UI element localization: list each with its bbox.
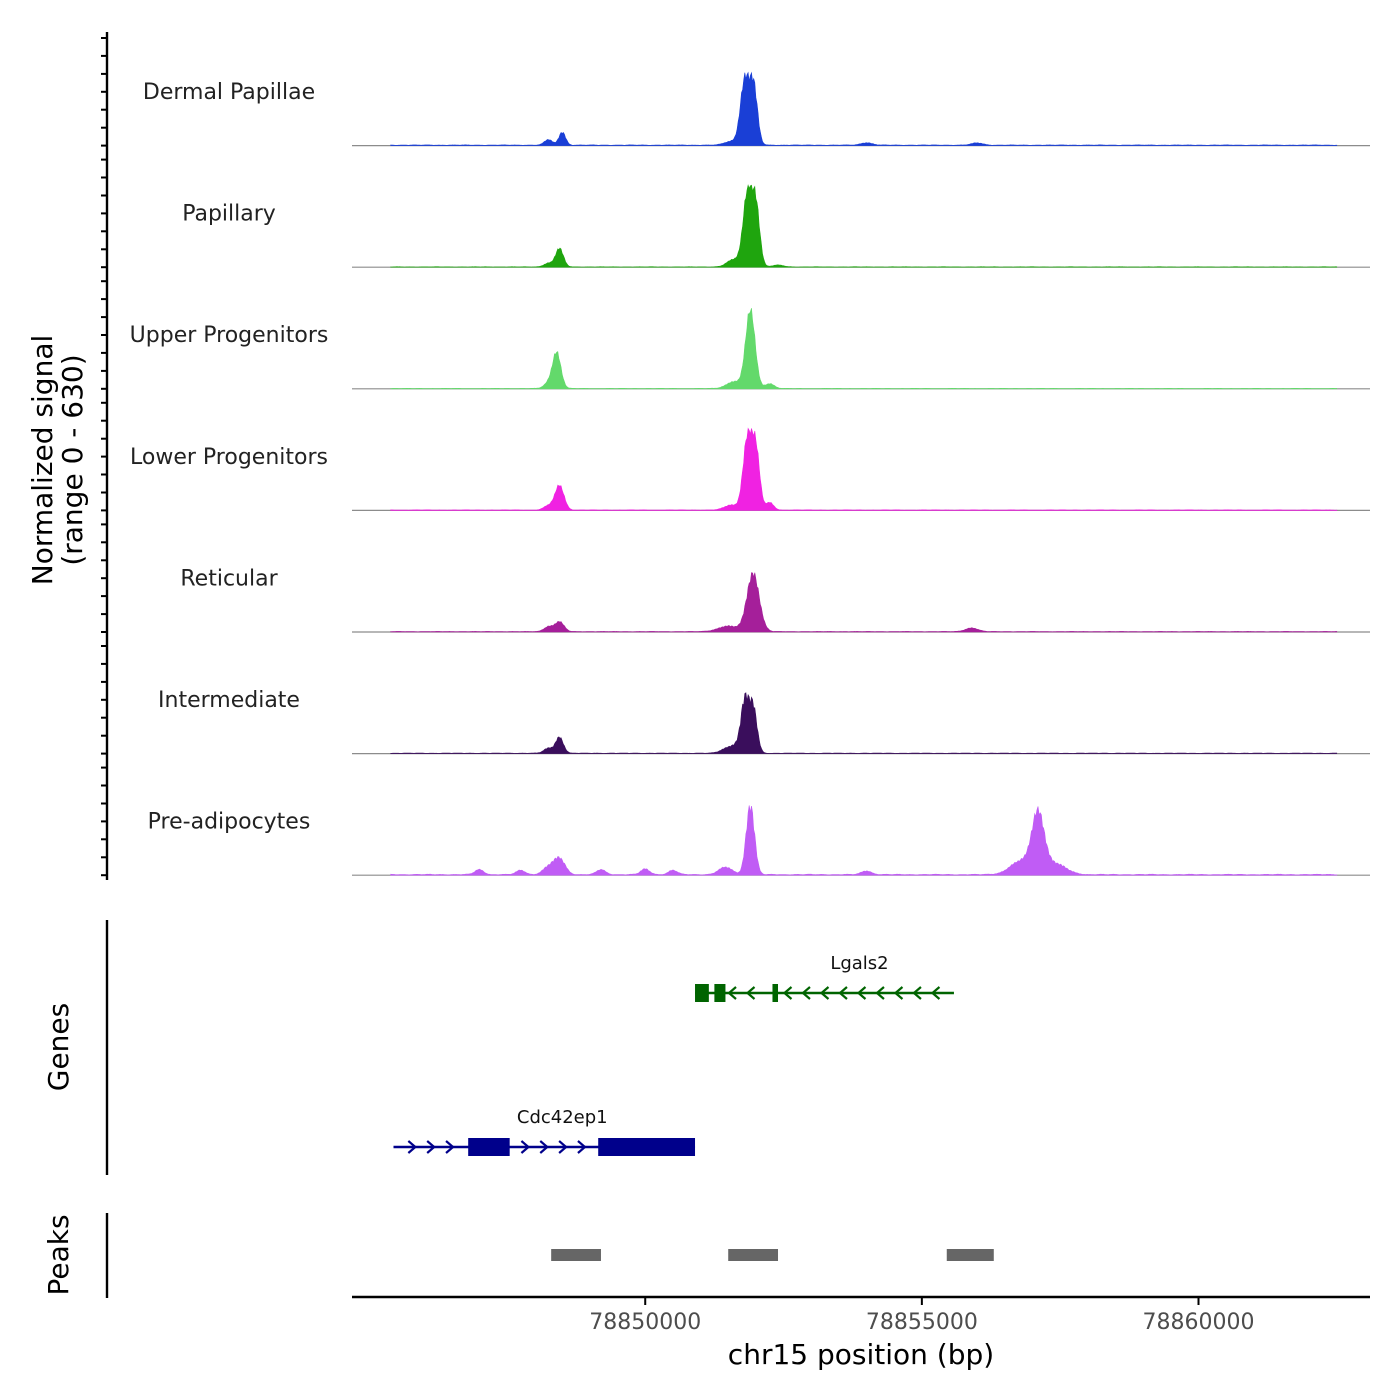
coverage-area: [390, 308, 1338, 390]
track-4: Reticular: [180, 566, 1370, 633]
coverage-area: [390, 184, 1338, 268]
gene-exon: [772, 984, 779, 1002]
x-tick-label: 78855000: [866, 1310, 978, 1335]
x-axis-title: chr15 position (bp): [728, 1338, 994, 1371]
track-0: Dermal Papillae: [143, 71, 1370, 147]
peak-region: [946, 1249, 994, 1261]
coverage-tracks: Dermal Papillae Papillary Upper Progenitor…: [130, 71, 1370, 876]
strand-arrow: [577, 1140, 587, 1154]
coverage-area: [390, 805, 1338, 876]
gene-exon: [695, 984, 709, 1002]
coverage-area: [390, 692, 1338, 754]
track-6: Pre-adipocytes: [148, 805, 1370, 876]
track-label: Pre-adipocytes: [148, 810, 311, 835]
track-3: Lower Progenitors: [130, 427, 1370, 511]
strand-arrow: [426, 1140, 436, 1154]
track-label: Upper Progenitors: [130, 323, 329, 348]
track-label: Intermediate: [158, 688, 300, 713]
strand-arrow: [445, 1140, 455, 1154]
strand-arrow: [856, 986, 867, 1000]
strand-arrow: [838, 986, 848, 1000]
x-tick-label: 78850000: [589, 1310, 701, 1335]
genes-axis-title: Genes: [42, 1003, 75, 1091]
gene-Lgals2: Lgals2: [695, 953, 954, 1002]
gene-exon: [598, 1138, 696, 1156]
track-label: Papillary: [182, 202, 276, 227]
track-label: Reticular: [180, 566, 278, 591]
signal-axis-range: (range 0 - 630): [56, 354, 89, 565]
peak-region: [728, 1249, 779, 1261]
peaks-axis-title: Peaks: [42, 1214, 75, 1295]
gene-exon: [714, 984, 726, 1002]
strand-arrow: [727, 986, 737, 1000]
strand-arrow: [912, 986, 922, 1000]
peak-region: [551, 1249, 601, 1261]
strand-arrow: [745, 986, 756, 1000]
coverage-area: [390, 427, 1338, 511]
strand-arrow: [893, 986, 904, 1000]
strand-arrow: [875, 986, 885, 1000]
strand-arrow: [930, 986, 941, 1000]
x-axis-ticks: 78850000 78855000 78860000: [589, 1297, 1254, 1335]
strand-arrow: [520, 1140, 531, 1154]
track-1: Papillary: [182, 184, 1370, 268]
signal-axis-title: Normalized signal: [26, 335, 59, 586]
gene-Cdc42ep1: Cdc42ep1: [393, 1107, 696, 1156]
gene-exon: [468, 1138, 510, 1156]
track-5: Intermediate: [158, 688, 1370, 755]
coverage-area: [390, 572, 1338, 633]
strand-arrow: [782, 986, 793, 1000]
gene-label: Cdc42ep1: [517, 1107, 608, 1128]
track-2: Upper Progenitors: [130, 308, 1370, 390]
gene-label: Lgals2: [830, 953, 888, 974]
x-tick-label: 78860000: [1142, 1310, 1254, 1335]
coverage-area: [390, 71, 1338, 146]
strand-arrow: [539, 1140, 549, 1154]
track-label: Dermal Papillae: [143, 80, 315, 105]
peaks-panel: [551, 1249, 994, 1261]
strand-arrow: [407, 1140, 418, 1154]
track-label: Lower Progenitors: [130, 445, 328, 470]
strand-arrow: [819, 986, 830, 1000]
genes-panel: Lgals2 Cdc42ep1: [393, 953, 954, 1156]
strand-arrow: [558, 1140, 568, 1154]
strand-arrow: [801, 986, 811, 1000]
